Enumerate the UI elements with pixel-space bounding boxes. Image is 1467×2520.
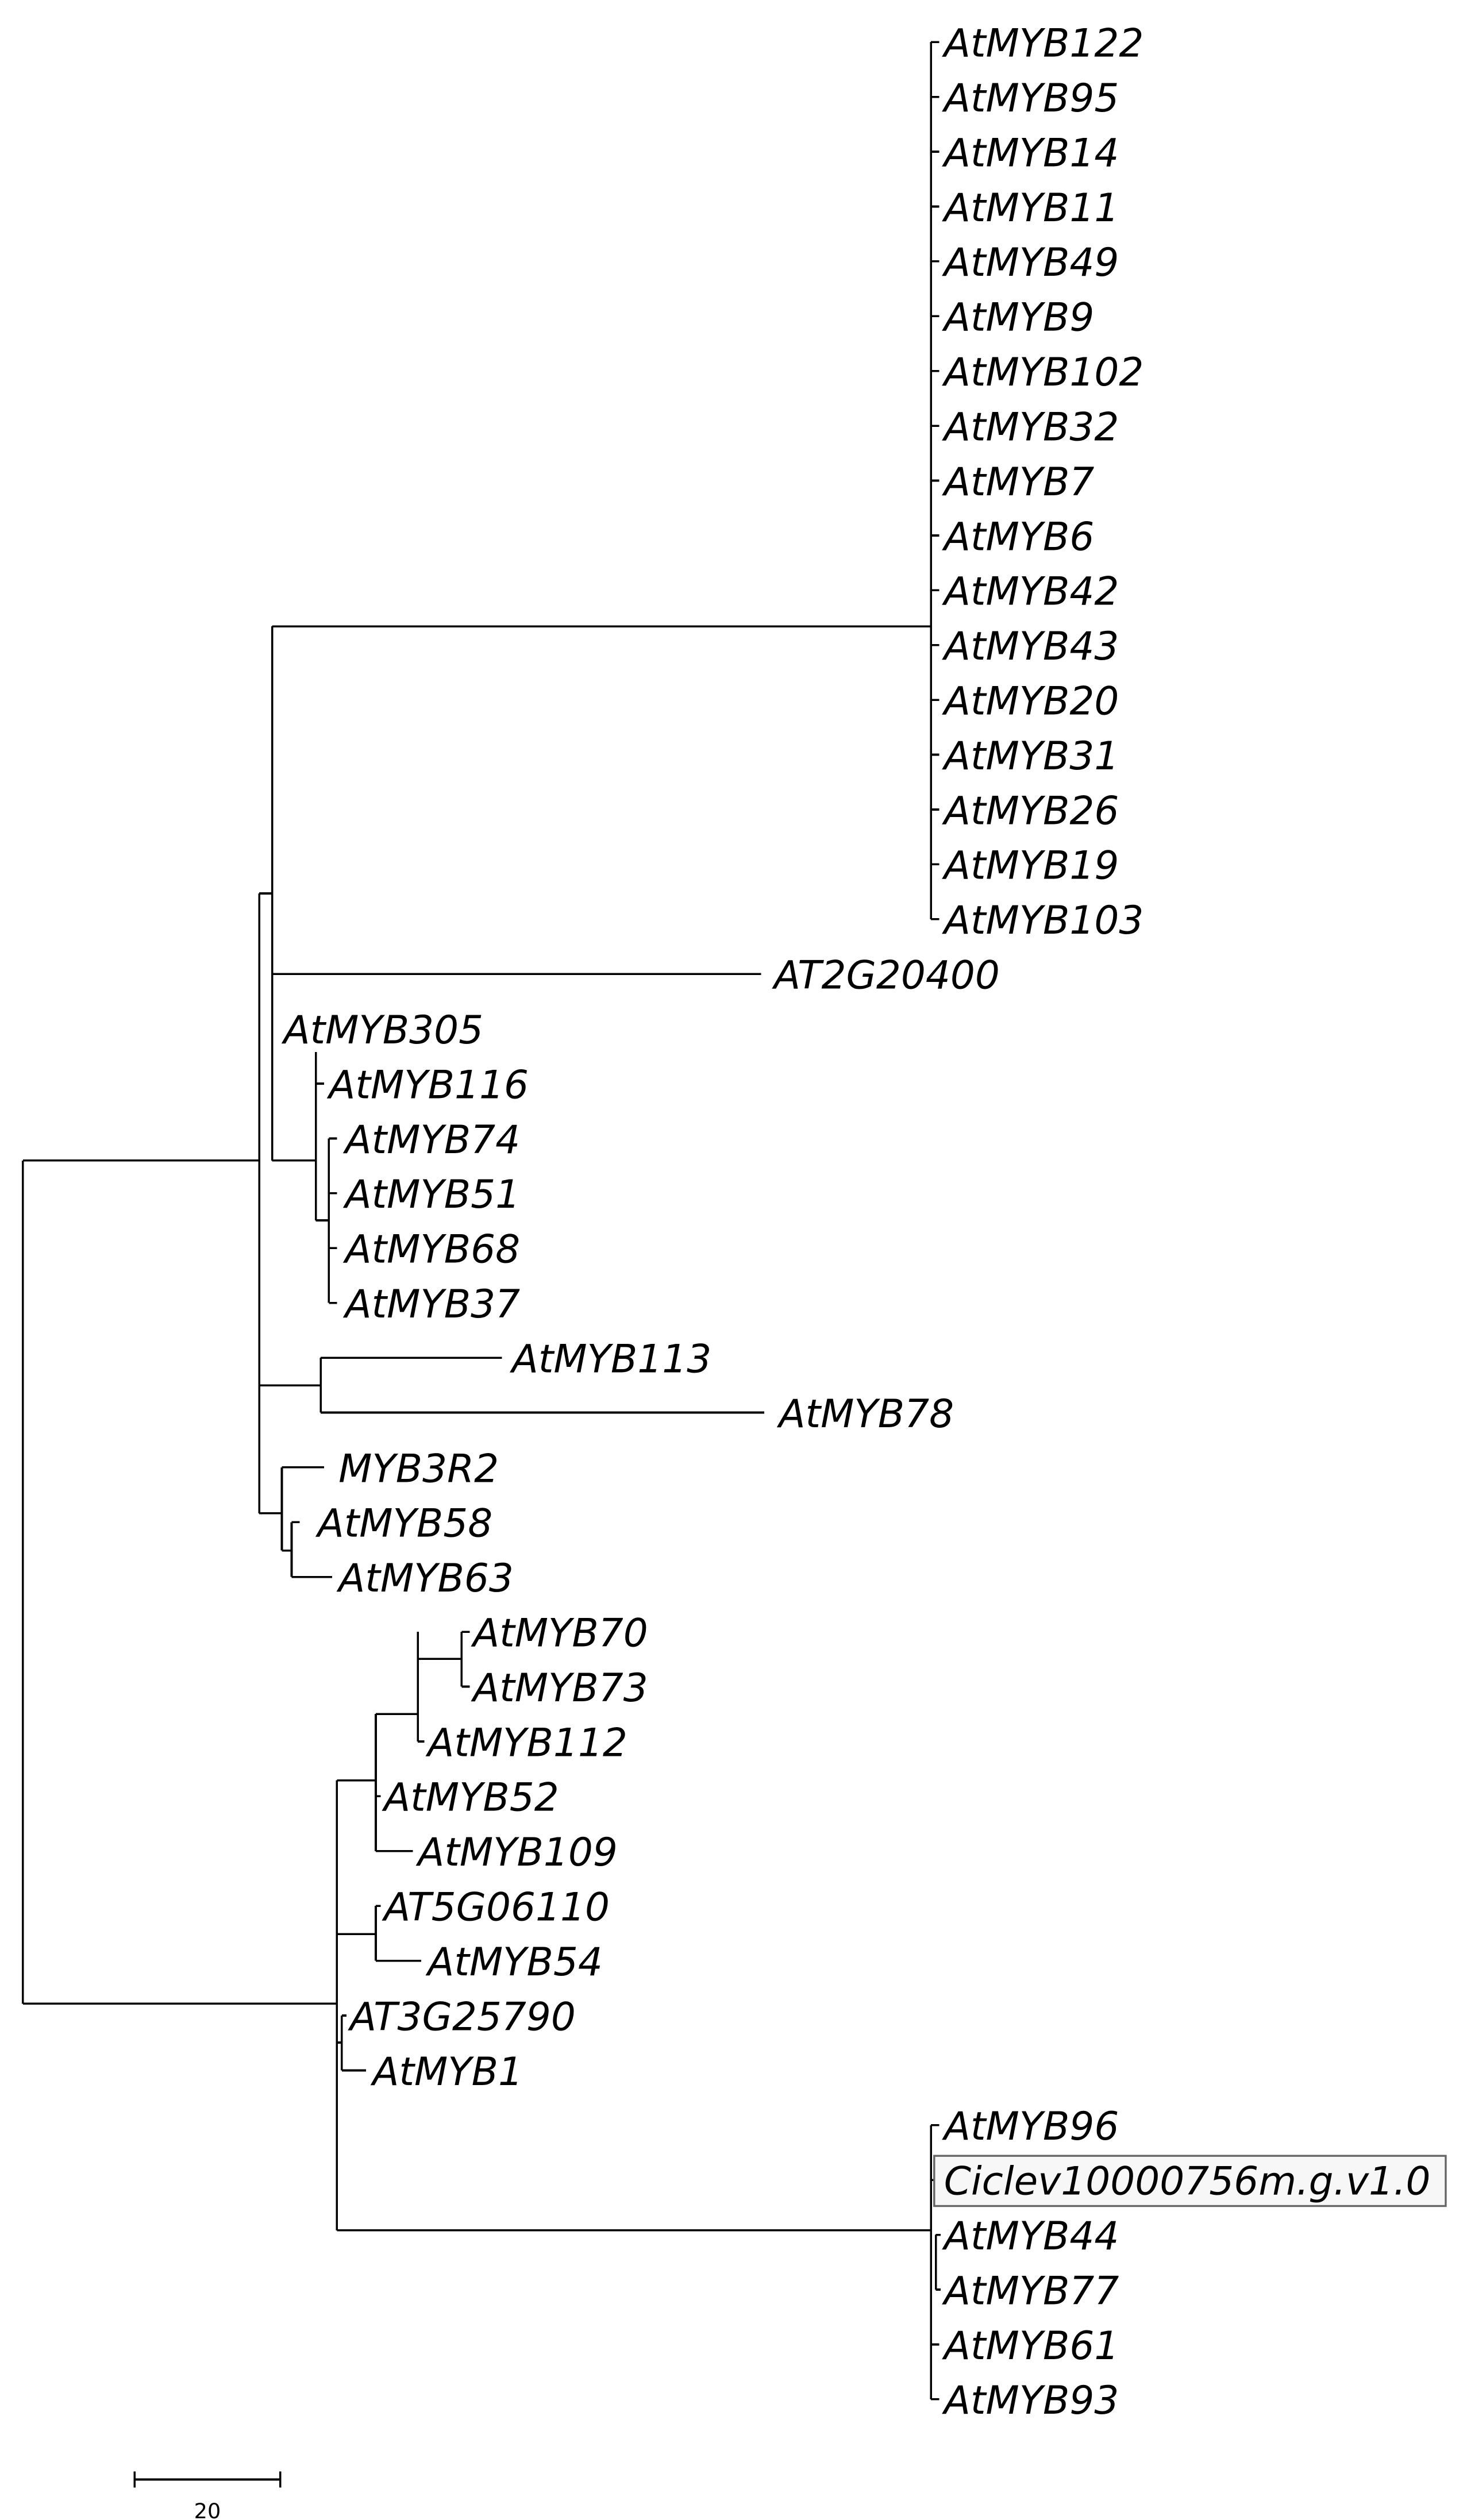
- leaf-label: AtMYB77: [942, 2268, 1119, 2313]
- leaf-label: AtMYB6: [942, 514, 1095, 559]
- scale-bar-label: 20: [194, 2499, 221, 2520]
- leaf-label: AtMYB9: [942, 295, 1095, 340]
- leaf-label: AtMYB31: [942, 733, 1119, 779]
- leaf-label: AtMYB116: [326, 1062, 529, 1107]
- leaf-label: AtMYB58: [315, 1501, 493, 1546]
- leaf-label: AtMYB305: [281, 1007, 483, 1053]
- leaf-label: AtMYB14: [942, 130, 1119, 175]
- leaf-label: AtMYB68: [342, 1227, 520, 1272]
- leaf-label: AtMYB19: [942, 843, 1119, 888]
- leaf-label: AtMYB74: [342, 1117, 520, 1162]
- leaf-labels: AtMYB122 AtMYB95 AtMYB14 AtMYB11 AtMYB49 AtMY…: [281, 21, 1430, 2423]
- highlighted-leaf-label: Ciclev10000756m.g.v1.0: [944, 2159, 1431, 2204]
- tree-branches: [22, 41, 941, 2400]
- leaf-label: AtMYB42: [942, 569, 1119, 614]
- leaf-label: AtMYB37: [342, 1281, 520, 1327]
- leaf-label: AtMYB93: [942, 2378, 1119, 2423]
- leaf-label: AtMYB102: [942, 349, 1144, 395]
- leaf-label: AtMYB11: [942, 185, 1119, 230]
- leaf-label: AtMYB70: [471, 1610, 648, 1655]
- leaf-label: AtMYB7: [942, 459, 1095, 504]
- leaf-label: AtMYB61: [942, 2323, 1119, 2368]
- leaf-label: AtMYB103: [942, 897, 1144, 943]
- leaf-label: AtMYB112: [425, 1720, 627, 1765]
- leaf-label: AtMYB73: [471, 1665, 648, 1710]
- leaf-label: AtMYB51: [342, 1172, 520, 1217]
- leaf-label: AtMYB109: [415, 1829, 618, 1875]
- leaf-label: AT3G25790: [348, 1994, 576, 2039]
- leaf-label: AtMYB26: [942, 788, 1119, 833]
- leaf-label: AtMYB44: [942, 2213, 1119, 2259]
- leaf-label: MYB3R2: [338, 1446, 499, 1491]
- leaf-label: AT2G20400: [772, 953, 1000, 998]
- leaf-label: AtMYB1: [370, 2049, 523, 2094]
- leaf-label: AtMYB49: [942, 240, 1119, 285]
- leaf-label: AtMYB78: [776, 1391, 954, 1436]
- scale-bar: 20: [133, 2471, 282, 2520]
- highlight-box: [933, 2155, 1447, 2207]
- leaf-label: AT5G06110: [382, 1885, 610, 1930]
- leaf-label: AtMYB113: [510, 1336, 712, 1381]
- leaf-label: AtMYB63: [336, 1555, 514, 1601]
- leaf-label: AtMYB32: [942, 404, 1119, 449]
- leaf-label: AtMYB54: [425, 1939, 603, 1985]
- leaf-label: AtMYB95: [942, 75, 1119, 121]
- leaf-label: AtMYB20: [942, 679, 1119, 724]
- leaf-label: AtMYB96: [942, 2103, 1119, 2149]
- leaf-label: AtMYB52: [382, 1775, 559, 1820]
- leaf-label: AtMYB43: [942, 623, 1119, 669]
- leaf-label: AtMYB122: [942, 21, 1144, 66]
